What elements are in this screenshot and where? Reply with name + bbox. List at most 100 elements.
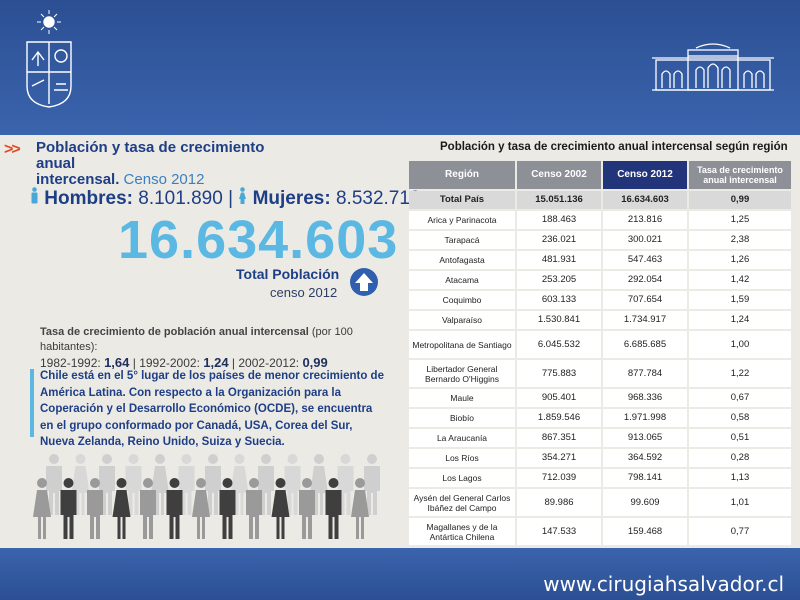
table-row: Metropolitana de Santiago 6.045.532 6.685.… bbox=[409, 331, 791, 358]
total-population-label: Total Población bbox=[236, 266, 340, 282]
person-icon bbox=[71, 454, 90, 515]
table-row: Valparaíso 1.530.841 1.734.917 1,24 bbox=[409, 311, 791, 329]
total-population-sub: censo 2012 bbox=[270, 285, 338, 300]
person-icon bbox=[140, 478, 156, 539]
region-name: Arica y Parinacota bbox=[409, 211, 515, 229]
person-icon bbox=[125, 454, 142, 515]
total-population-value: 16.634.603 bbox=[118, 210, 399, 270]
region-name: Los Lagos bbox=[409, 469, 515, 487]
table-row: Arica y Parinacota 188.463 213.816 1,25 bbox=[409, 211, 791, 229]
table-row-total: Total País 15.051.136 16.634.603 0,99 bbox=[409, 191, 791, 209]
total-region: Total País bbox=[409, 191, 515, 209]
census-2002-value: 481.931 bbox=[515, 251, 601, 269]
person-icon bbox=[351, 478, 369, 539]
women-label: Mujeres: bbox=[252, 188, 331, 209]
accent-bar bbox=[30, 369, 34, 437]
period-2-value: 1,24 bbox=[203, 355, 229, 370]
table-row: Coquimbo 603.133 707.654 1,59 bbox=[409, 291, 791, 309]
summary-title-line2: intercensal. bbox=[36, 171, 120, 188]
population-summary: >> Población y tasa de crecimiento anual… bbox=[0, 135, 421, 548]
men-label: Hombres: bbox=[44, 188, 133, 209]
period-1-value: 1,64 bbox=[104, 355, 130, 370]
period-3-value: 0,99 bbox=[302, 355, 328, 370]
census-2002-value: 712.039 bbox=[515, 469, 601, 487]
census-2002-value: 905.401 bbox=[515, 389, 601, 407]
person-icon bbox=[219, 478, 236, 539]
growth-rate-value: 1,24 bbox=[687, 311, 791, 329]
census-2002-value: 147.533 bbox=[515, 518, 601, 545]
person-icon bbox=[33, 478, 51, 539]
table-row: Atacama 253.205 292.054 1,42 bbox=[409, 271, 791, 289]
table-row: Aysén del General Carlos Ibáñez del Camp… bbox=[409, 489, 791, 516]
census-2002-value: 188.463 bbox=[515, 211, 601, 229]
person-icon bbox=[284, 454, 301, 515]
census-2002-value: 1.530.841 bbox=[515, 311, 601, 329]
census-2012-value: 159.468 bbox=[601, 518, 687, 545]
divider: | bbox=[228, 188, 233, 209]
period-2-label: 1992-2002: bbox=[139, 356, 200, 370]
growth-rate-value: 1,00 bbox=[687, 331, 791, 358]
region-name: Valparaíso bbox=[409, 311, 515, 329]
region-name: Aysén del General Carlos Ibáñez del Camp… bbox=[409, 489, 515, 516]
infographic-panel: >> Población y tasa de crecimiento anual… bbox=[0, 135, 800, 548]
person-icon bbox=[230, 454, 249, 515]
region-name: Biobío bbox=[409, 409, 515, 427]
period-1-label: 1982-1992: bbox=[40, 356, 101, 370]
building-icon bbox=[652, 43, 774, 91]
region-name: Los Ríos bbox=[409, 449, 515, 467]
growth-rate-value: 1,59 bbox=[687, 291, 791, 309]
table-row: Magallanes y de la Antártica Chilena 147.… bbox=[409, 518, 791, 545]
growth-rate-periods: 1982-1992: 1,64 | 1992-2002: 1,24 | 2002… bbox=[40, 355, 328, 370]
growth-rate-title: Tasa de crecimiento de población anual i… bbox=[40, 326, 309, 338]
header-growth-rate: Tasa de crecimiento anual intercensal bbox=[687, 161, 791, 189]
region-name: Atacama bbox=[409, 271, 515, 289]
summary-title: Población y tasa de crecimiento anual in… bbox=[36, 140, 296, 188]
double-arrow-icon: >> bbox=[4, 141, 21, 158]
growth-rate-value: 2,38 bbox=[687, 231, 791, 249]
region-name: La Araucanía bbox=[409, 429, 515, 447]
person-icon bbox=[166, 478, 183, 539]
growth-rate-value: 0,58 bbox=[687, 409, 791, 427]
up-arrow-icon bbox=[350, 268, 378, 296]
university-crest-icon bbox=[26, 10, 72, 108]
person-icon bbox=[192, 478, 210, 539]
header-census-2002: Censo 2002 bbox=[515, 161, 601, 189]
census-2002-value: 603.133 bbox=[515, 291, 601, 309]
person-icon bbox=[205, 454, 221, 515]
region-name: Libertador General Bernardo O'Higgins bbox=[409, 360, 515, 387]
table-row: La Araucanía 867.351 913.065 0,51 bbox=[409, 429, 791, 447]
man-icon bbox=[30, 187, 39, 210]
region-name: Coquimbo bbox=[409, 291, 515, 309]
census-2012-value: 547.463 bbox=[601, 251, 687, 269]
person-icon bbox=[310, 454, 328, 515]
growth-rate-unit: (por 100 habitantes): bbox=[40, 326, 353, 353]
table-row: Biobío 1.859.546 1.971.998 0,58 bbox=[409, 409, 791, 427]
person-icon bbox=[299, 478, 315, 539]
census-2012-value: 99.609 bbox=[601, 489, 687, 516]
person-icon bbox=[151, 454, 169, 515]
census-2002-value: 1.859.546 bbox=[515, 409, 601, 427]
census-2012-value: 968.336 bbox=[601, 389, 687, 407]
census-2002-value: 236.021 bbox=[515, 231, 601, 249]
table-row: Libertador General Bernardo O'Higgins 775… bbox=[409, 360, 791, 387]
census-2002-value: 6.045.532 bbox=[515, 331, 601, 358]
person-icon bbox=[87, 478, 103, 539]
growth-rate-value: 1,22 bbox=[687, 360, 791, 387]
total-2012: 16.634.603 bbox=[601, 191, 687, 209]
gender-breakdown: Hombres: 8.101.890 | Mujeres: 8.532.713 bbox=[30, 187, 421, 210]
region-name: Maule bbox=[409, 389, 515, 407]
growth-rate-value: 0,67 bbox=[687, 389, 791, 407]
table-row: Los Lagos 712.039 798.141 1,13 bbox=[409, 469, 791, 487]
growth-rate-value: 1,26 bbox=[687, 251, 791, 269]
people-illustration bbox=[33, 454, 380, 539]
table-header-row: Región Censo 2002 Censo 2012 Tasa de cre… bbox=[409, 161, 791, 189]
website-url[interactable]: www.cirugiahsalvador.cl bbox=[543, 572, 784, 596]
header-census-2012: Censo 2012 bbox=[601, 161, 687, 189]
growth-rate-value: 0,28 bbox=[687, 449, 791, 467]
person-icon bbox=[364, 454, 380, 515]
woman-icon bbox=[238, 187, 247, 210]
region-name: Magallanes y de la Antártica Chilena bbox=[409, 518, 515, 545]
person-icon bbox=[325, 478, 342, 539]
census-2012-value: 6.685.685 bbox=[601, 331, 687, 358]
summary-title-line1: Población y tasa de crecimiento anual bbox=[36, 139, 265, 172]
